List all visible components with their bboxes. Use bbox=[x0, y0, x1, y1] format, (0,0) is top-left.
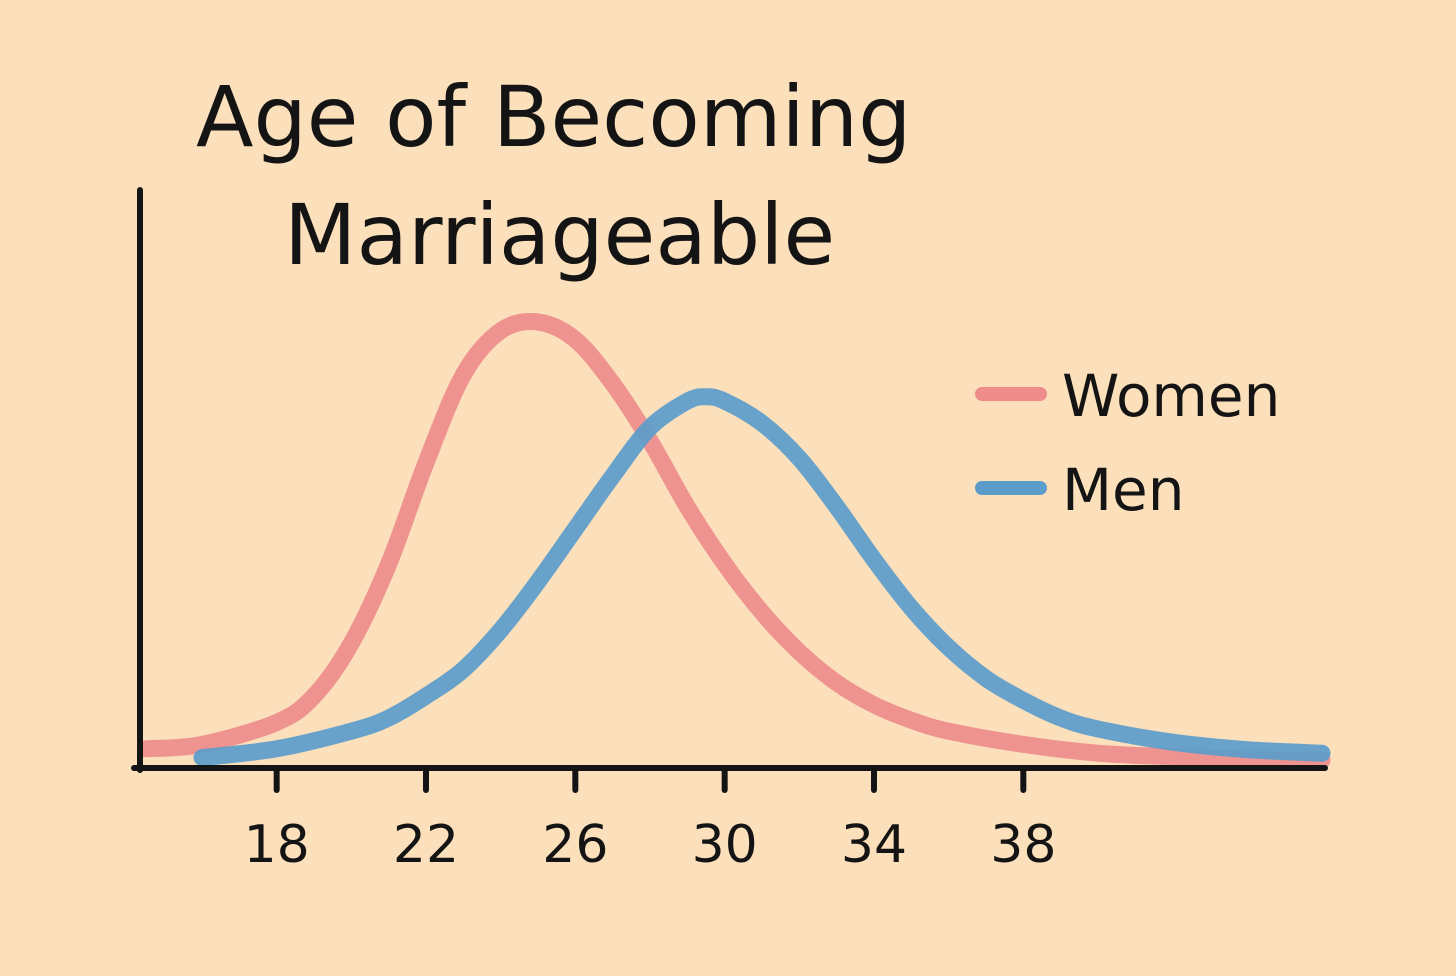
chart-title: Age of Becoming Marriageable bbox=[196, 68, 911, 284]
x-tick-label-26: 26 bbox=[542, 815, 608, 875]
x-tick-label-22: 22 bbox=[393, 815, 459, 875]
chart-title-line-1: Age of Becoming bbox=[196, 68, 911, 166]
x-tick-label-30: 30 bbox=[692, 815, 758, 875]
x-tick-label-38: 38 bbox=[990, 815, 1056, 875]
legend: Women Men bbox=[975, 362, 1280, 524]
x-tick-label-18: 18 bbox=[244, 815, 310, 875]
legend-label-men: Men bbox=[1062, 456, 1185, 524]
x-axis-ticks: 18 22 26 30 34 38 bbox=[244, 767, 1056, 875]
chart-title-line-2: Marriageable bbox=[284, 186, 835, 284]
series-line-men bbox=[193, 388, 1331, 767]
x-tick-label-34: 34 bbox=[841, 815, 907, 875]
axes bbox=[131, 187, 1328, 773]
series-line-women bbox=[137, 313, 1331, 769]
series-group bbox=[137, 313, 1331, 769]
legend-label-women: Women bbox=[1062, 362, 1280, 430]
